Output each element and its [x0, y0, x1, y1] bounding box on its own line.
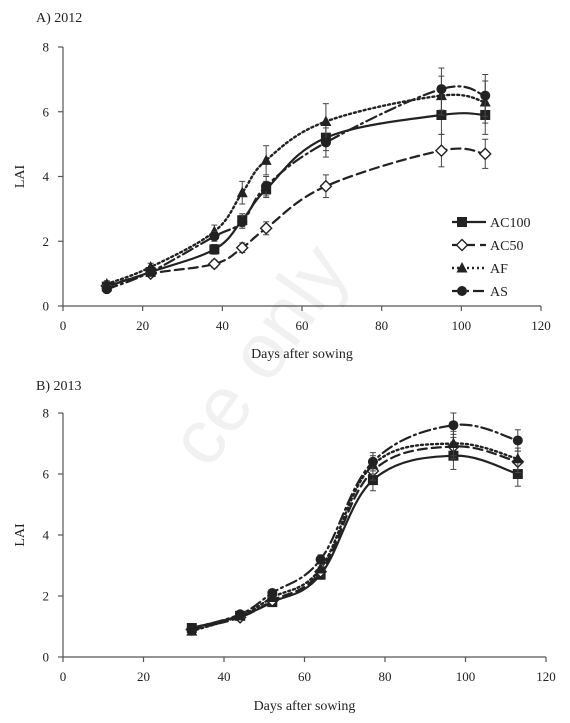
data-point [315, 562, 327, 574]
data-point [235, 609, 246, 620]
y-axis-title: LAI [13, 165, 28, 189]
data-point [367, 456, 378, 467]
data-point [186, 623, 197, 634]
legend-marker [456, 262, 468, 273]
data-point [235, 241, 249, 255]
chart-title: B) 2013 [36, 379, 82, 394]
data-point [267, 587, 278, 598]
legend: AC100 AC50 AF AS [452, 216, 530, 300]
x-axis-title: Days after sowing [254, 699, 356, 714]
x-tick-label: 40 [218, 669, 231, 684]
data-point [447, 437, 459, 448]
legend-marker [457, 286, 467, 296]
data-point [260, 154, 272, 165]
y-tick-label: 6 [43, 467, 50, 482]
x-axis-title: Days after sowing [251, 347, 353, 362]
series-line [105, 147, 487, 287]
data-point [261, 181, 272, 192]
data-point [259, 221, 273, 235]
y-tick-label: 0 [43, 650, 50, 665]
series-as [186, 412, 523, 634]
data-point [434, 144, 448, 158]
data-point [478, 147, 492, 161]
x-tick-label: 100 [452, 318, 472, 333]
data-point [209, 231, 220, 242]
data-point [236, 186, 248, 198]
x-tick-label: 40 [216, 318, 229, 333]
x-tick-label: 60 [296, 318, 309, 333]
data-point [512, 469, 523, 479]
data-point [320, 115, 332, 126]
data-point [101, 284, 112, 295]
x-tick-label: 80 [379, 669, 392, 684]
x-tick-label: 20 [137, 669, 150, 684]
data-point [237, 216, 248, 227]
data-point [319, 179, 333, 193]
data-point [145, 267, 156, 278]
series-line [105, 93, 487, 286]
x-tick-label: 100 [456, 669, 476, 684]
x-tick-label: 120 [531, 318, 551, 333]
legend-label: AS [490, 285, 508, 300]
legend-label: AC100 [490, 216, 530, 231]
chart-title: A) 2012 [36, 11, 82, 26]
y-tick-label: 8 [43, 406, 50, 421]
data-point [207, 257, 221, 271]
x-tick-label: 20 [136, 318, 149, 333]
legend-marker [457, 217, 467, 227]
data-point [480, 90, 491, 101]
x-tick-label: 0 [60, 318, 67, 333]
series-af [101, 75, 491, 289]
legend-marker [455, 238, 469, 252]
y-tick-label: 8 [43, 40, 50, 55]
data-point [512, 452, 524, 464]
y-tick-label: 4 [43, 169, 50, 184]
series-line [190, 423, 519, 630]
data-point [448, 420, 459, 431]
series-as [101, 67, 491, 295]
series-line [190, 454, 519, 630]
x-tick-label: 80 [375, 318, 388, 333]
x-tick-label: 60 [298, 669, 311, 684]
series-ac100 [186, 441, 523, 634]
data-point [209, 244, 220, 255]
legend-label: AC50 [490, 239, 523, 254]
data-point [512, 435, 523, 446]
series-line [105, 112, 487, 288]
data-point [436, 84, 447, 95]
series-ac50 [185, 433, 525, 637]
y-tick-label: 6 [43, 104, 50, 119]
series-af [186, 430, 524, 636]
legend-label: AF [490, 262, 508, 277]
data-point [315, 554, 326, 565]
y-tick-label: 2 [43, 234, 50, 249]
y-tick-label: 0 [43, 299, 50, 314]
x-tick-label: 0 [60, 669, 67, 684]
y-tick-label: 2 [43, 589, 50, 604]
series-line [190, 445, 519, 631]
series-line [105, 85, 487, 291]
x-tick-label: 120 [536, 669, 556, 684]
y-tick-label: 4 [43, 528, 50, 543]
data-point [320, 137, 331, 148]
y-axis-title: LAI [13, 523, 28, 547]
series-line [190, 442, 519, 633]
